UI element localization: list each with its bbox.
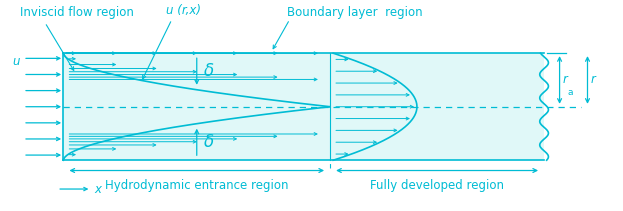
Text: Fully developed region: Fully developed region [370, 179, 504, 192]
Text: δ: δ [204, 133, 214, 151]
Text: a: a [568, 88, 573, 97]
Text: Inviscid flow region: Inviscid flow region [20, 6, 134, 19]
Text: u: u [12, 55, 20, 68]
Text: x: x [95, 183, 102, 196]
Text: r: r [563, 73, 568, 87]
Polygon shape [64, 53, 544, 160]
Text: δ: δ [204, 62, 214, 80]
Text: r: r [591, 73, 596, 87]
Text: Boundary layer  region: Boundary layer region [287, 6, 422, 19]
Text: Hydrodynamic entrance region: Hydrodynamic entrance region [105, 179, 288, 192]
Text: u (r,x): u (r,x) [166, 4, 201, 17]
